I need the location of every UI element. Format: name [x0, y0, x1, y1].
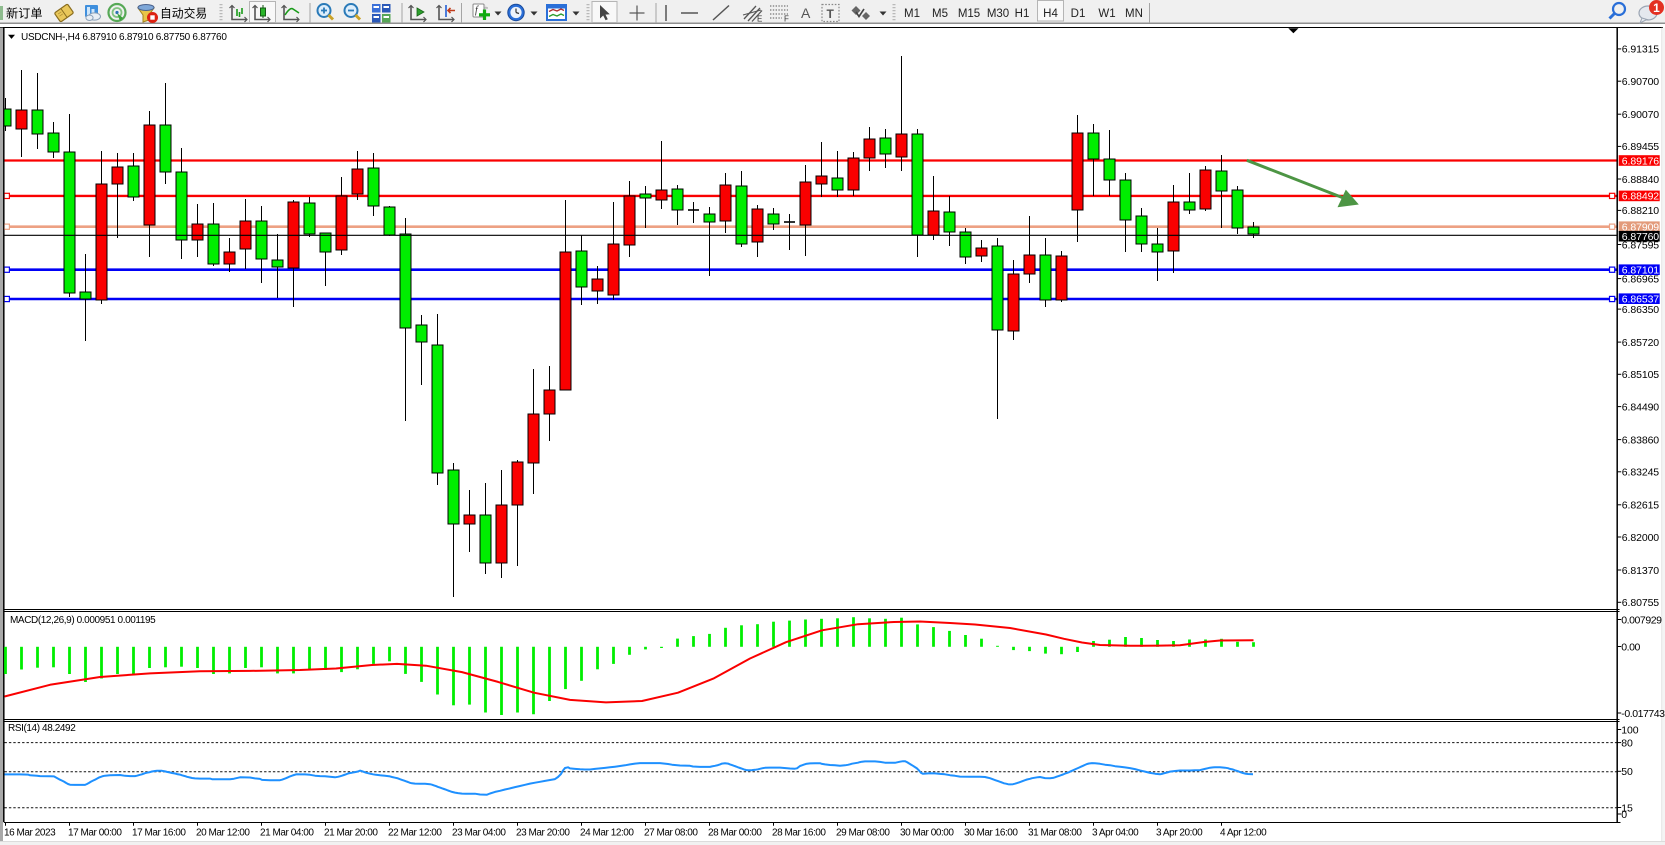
svg-text:21 Mar 04:00: 21 Mar 04:00: [260, 828, 314, 839]
svg-text:16 Mar 2023: 16 Mar 2023: [4, 828, 56, 839]
svg-text:RSI(14) 48.2492: RSI(14) 48.2492: [8, 723, 76, 734]
svg-text:6.86350: 6.86350: [1622, 304, 1660, 316]
svg-text:0.00: 0.00: [1621, 641, 1640, 653]
svg-text:80: 80: [1621, 737, 1633, 749]
svg-text:27 Mar 08:00: 27 Mar 08:00: [644, 828, 698, 839]
svg-text:D1: D1: [1071, 8, 1086, 20]
svg-text:1: 1: [1653, 1, 1660, 15]
svg-text:6.87909: 6.87909: [1622, 222, 1660, 234]
svg-text:T: T: [827, 7, 835, 21]
svg-text:USDCNH-,H4 6.87910 6.87910 6.: USDCNH-,H4 6.87910 6.87910 6.87750 6.877…: [21, 32, 227, 43]
svg-text:0: 0: [1621, 809, 1627, 821]
svg-text:6.83245: 6.83245: [1622, 467, 1660, 479]
svg-text:6.83860: 6.83860: [1622, 434, 1660, 446]
svg-text:29 Mar 08:00: 29 Mar 08:00: [836, 828, 890, 839]
svg-text:A: A: [801, 5, 811, 21]
svg-text:15: 15: [1621, 802, 1633, 814]
svg-text:F: F: [784, 15, 789, 24]
svg-text:MACD(12,26,9) 0.000951 0.00119: MACD(12,26,9) 0.000951 0.001195: [10, 615, 156, 626]
svg-text:20 Mar 12:00: 20 Mar 12:00: [196, 828, 250, 839]
svg-text:6.88840: 6.88840: [1622, 174, 1660, 186]
svg-text:3 Apr 20:00: 3 Apr 20:00: [1156, 828, 1203, 839]
svg-text:H1: H1: [1015, 8, 1030, 20]
svg-text:-0.017743: -0.017743: [1621, 708, 1665, 720]
svg-text:M5: M5: [932, 8, 948, 20]
svg-text:31 Mar 08:00: 31 Mar 08:00: [1028, 828, 1082, 839]
svg-text:6.88210: 6.88210: [1622, 205, 1660, 217]
svg-text:6.90070: 6.90070: [1622, 109, 1660, 121]
svg-text:30 Mar 00:00: 30 Mar 00:00: [900, 828, 954, 839]
svg-text:6.86537: 6.86537: [1622, 294, 1660, 306]
svg-text:23 Mar 04:00: 23 Mar 04:00: [452, 828, 506, 839]
svg-text:3 Apr 04:00: 3 Apr 04:00: [1092, 828, 1139, 839]
svg-text:6.86965: 6.86965: [1622, 273, 1660, 285]
svg-text:17 Mar 16:00: 17 Mar 16:00: [132, 828, 186, 839]
svg-text:MN: MN: [1125, 8, 1143, 20]
svg-text:50: 50: [1621, 766, 1633, 778]
svg-text:6.89455: 6.89455: [1622, 141, 1660, 153]
svg-text:6.85720: 6.85720: [1622, 337, 1660, 349]
svg-text:6.87101: 6.87101: [1622, 265, 1660, 277]
svg-text:6.85105: 6.85105: [1622, 369, 1660, 381]
svg-text:28 Mar 16:00: 28 Mar 16:00: [772, 828, 826, 839]
svg-text:M15: M15: [958, 8, 980, 20]
svg-text:6.82000: 6.82000: [1622, 532, 1660, 544]
svg-text:6.91315: 6.91315: [1622, 44, 1660, 56]
svg-text:17 Mar 00:00: 17 Mar 00:00: [68, 828, 122, 839]
svg-text:6.87595: 6.87595: [1622, 239, 1660, 251]
svg-text:6.87760: 6.87760: [1622, 231, 1660, 243]
svg-text:6.80755: 6.80755: [1622, 597, 1660, 609]
svg-text:0.007929: 0.007929: [1621, 614, 1662, 626]
svg-text:23 Mar 20:00: 23 Mar 20:00: [516, 828, 570, 839]
svg-text:6.84490: 6.84490: [1622, 401, 1660, 413]
svg-text:6.90700: 6.90700: [1622, 76, 1660, 88]
svg-text:30 Mar 16:00: 30 Mar 16:00: [964, 828, 1018, 839]
svg-text:自动交易: 自动交易: [160, 7, 207, 21]
svg-text:H4: H4: [1043, 8, 1058, 20]
svg-text:6.89176: 6.89176: [1622, 155, 1660, 167]
svg-text:f: f: [475, 5, 479, 16]
svg-text:M1: M1: [904, 8, 920, 20]
svg-text:24 Mar 12:00: 24 Mar 12:00: [580, 828, 634, 839]
svg-text:M30: M30: [987, 8, 1009, 20]
svg-text:W1: W1: [1098, 8, 1115, 20]
svg-text:6.88492: 6.88492: [1622, 191, 1660, 203]
svg-text:22 Mar 12:00: 22 Mar 12:00: [388, 828, 442, 839]
svg-text:28 Mar 00:00: 28 Mar 00:00: [708, 828, 762, 839]
svg-text:新订单: 新订单: [6, 6, 43, 21]
svg-text:6.81370: 6.81370: [1622, 565, 1660, 577]
svg-text:4 Apr 12:00: 4 Apr 12:00: [1220, 828, 1267, 839]
svg-text:21 Mar 20:00: 21 Mar 20:00: [324, 828, 378, 839]
svg-text:E: E: [757, 15, 762, 24]
svg-text:100: 100: [1621, 724, 1638, 736]
svg-text:6.82615: 6.82615: [1622, 500, 1660, 512]
